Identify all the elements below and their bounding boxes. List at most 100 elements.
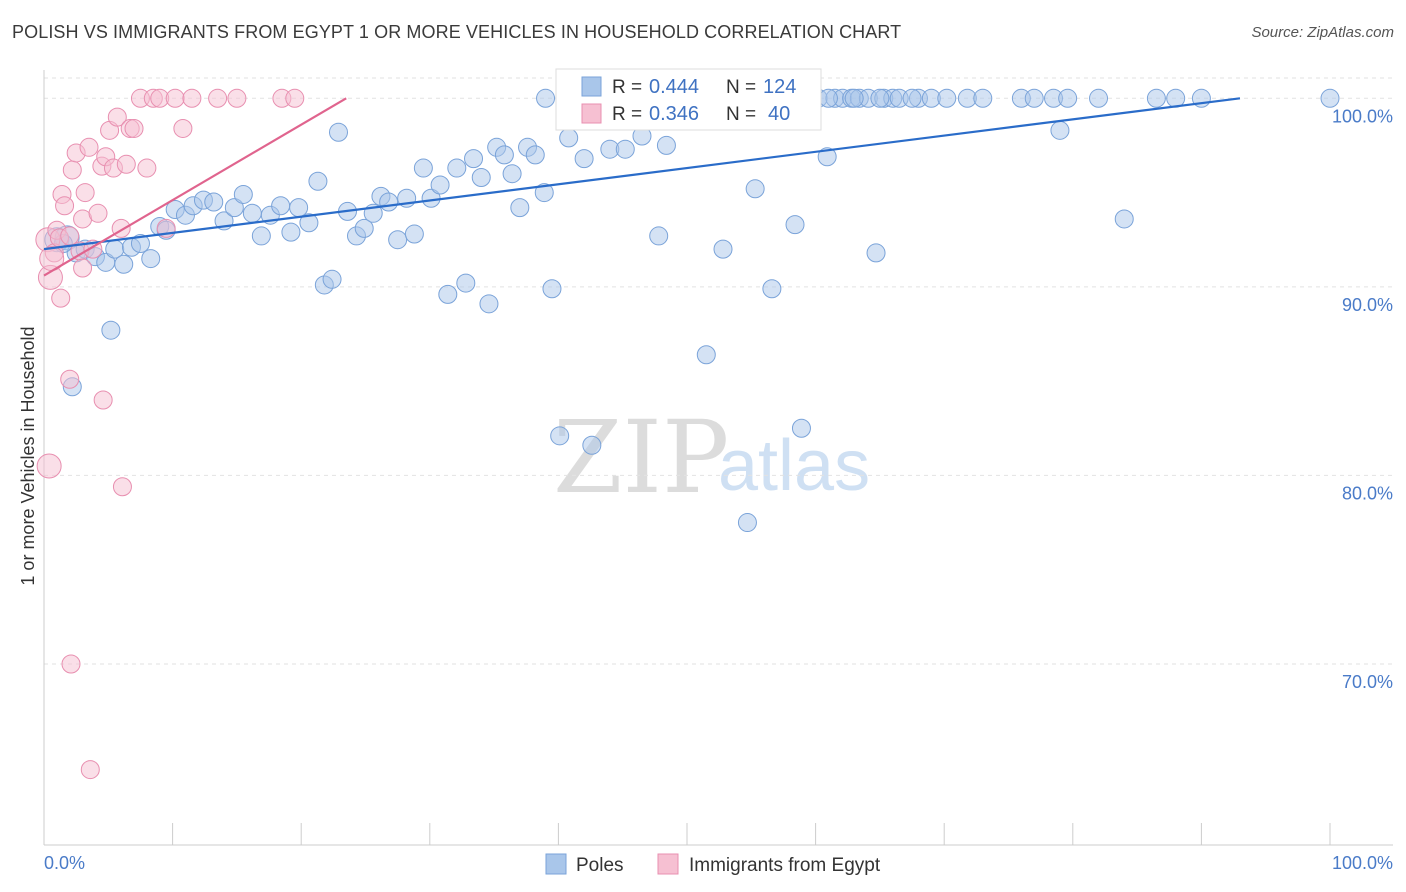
stats-r-value-egypt: 0.346	[649, 103, 699, 125]
x-tick-label-min: 0.0%	[44, 853, 85, 873]
egypt-point	[60, 226, 80, 246]
stats-swatch-poles	[581, 76, 602, 97]
chart-source: Source: ZipAtlas.com	[1251, 24, 1394, 41]
egypt-point	[208, 88, 228, 108]
grid-layer: 100.0% 90.0% 80.0% 70.0%	[44, 77, 1393, 692]
poles-point	[649, 226, 669, 246]
trend-layer	[43, 97, 1241, 277]
egypt-point	[88, 203, 108, 223]
egypt-point	[62, 160, 82, 180]
poles-point	[1320, 88, 1340, 108]
poles-point	[1050, 120, 1070, 140]
poles-point	[762, 279, 782, 299]
egypt-point	[93, 390, 113, 410]
poles-point	[233, 184, 253, 204]
y-tick-label: 90.0%	[1342, 295, 1393, 315]
poles-point	[844, 88, 864, 108]
poles-point	[242, 203, 262, 223]
poles-point	[479, 294, 499, 314]
stats-r-label-egypt: R =	[612, 104, 642, 125]
axes-layer	[43, 70, 1393, 846]
poles-point	[1089, 88, 1109, 108]
egypt-point	[55, 196, 75, 216]
poles-point	[510, 198, 530, 218]
y-tick-label: 70.0%	[1342, 672, 1393, 692]
egypt-trend-line	[43, 97, 347, 277]
poles-point	[866, 243, 886, 263]
legend-swatch-egypt	[657, 853, 679, 875]
poles-point	[354, 218, 374, 238]
stats-n-value-egypt: 40	[768, 103, 790, 125]
egypt-point	[137, 158, 157, 178]
poles-point	[281, 222, 301, 242]
poles-point	[388, 230, 408, 250]
poles-point	[785, 215, 805, 235]
egypt-point	[36, 453, 62, 479]
poles-point	[464, 149, 484, 169]
poles-point	[413, 158, 433, 178]
poles-point	[456, 273, 476, 293]
egypt-point	[182, 88, 202, 108]
poles-point	[791, 418, 811, 438]
poles-point	[615, 139, 635, 159]
poles-point	[1024, 88, 1044, 108]
stats-swatch-egypt	[581, 103, 602, 124]
egypt-point	[79, 137, 99, 157]
chart-title: POLISH VS IMMIGRANTS FROM EGYPT 1 OR MOR…	[12, 22, 902, 42]
poles-point	[114, 254, 134, 274]
egypt-point	[285, 88, 305, 108]
poles-point	[1114, 209, 1134, 229]
legend: Poles Immigrants from Egypt	[545, 853, 881, 876]
egypt-point	[107, 107, 127, 127]
stats-n-label-egypt: N =	[726, 104, 756, 125]
poles-point	[870, 88, 890, 108]
egypt-point	[227, 88, 247, 108]
poles-point	[130, 233, 150, 253]
poles-point	[818, 88, 838, 108]
poles-point	[308, 171, 328, 191]
egypt-point	[112, 477, 132, 497]
poles-point	[656, 135, 676, 155]
stats-r-label-poles: R =	[612, 77, 642, 98]
poles-point	[299, 213, 319, 233]
poles-point	[101, 320, 121, 340]
poles-point	[404, 224, 424, 244]
poles-point	[494, 145, 514, 165]
legend-swatch-poles	[545, 853, 567, 875]
y-tick-label: 80.0%	[1342, 483, 1393, 503]
poles-point	[328, 122, 348, 142]
poles-point	[582, 435, 602, 455]
poles-point	[574, 149, 594, 169]
stats-n-value-poles: 124	[763, 76, 796, 98]
stats-r-value-poles: 0.444	[649, 76, 699, 98]
egypt-point	[80, 760, 100, 780]
poles-point	[902, 88, 922, 108]
watermark-atlas: atlas	[718, 426, 870, 506]
poles-point	[438, 284, 458, 304]
stats-n-label-poles: N =	[726, 77, 756, 98]
poles-point	[937, 88, 957, 108]
poles-point	[447, 158, 467, 178]
poles-point	[430, 175, 450, 195]
poles-point	[141, 249, 161, 269]
poles-point	[1058, 88, 1078, 108]
poles-point	[525, 145, 545, 165]
egypt-point	[116, 154, 136, 174]
x-tick-label-max: 100.0%	[1332, 853, 1393, 873]
egypt-point	[75, 183, 95, 203]
poles-point	[696, 345, 716, 365]
egypt-point	[173, 118, 193, 138]
egypt-point	[51, 288, 71, 308]
egypt-point	[73, 258, 93, 278]
stats-box: R = 0.444 N = 124 R = 0.346 N = 40	[555, 68, 822, 131]
poles-point	[289, 198, 309, 218]
poles-point	[204, 192, 224, 212]
legend-label-egypt: Immigrants from Egypt	[689, 855, 881, 876]
poles-point	[536, 88, 556, 108]
poles-point	[502, 164, 522, 184]
poles-point	[224, 198, 244, 218]
poles-point	[559, 128, 579, 148]
poles-point	[271, 196, 291, 216]
egypt-point	[165, 88, 185, 108]
poles-point	[322, 269, 342, 289]
